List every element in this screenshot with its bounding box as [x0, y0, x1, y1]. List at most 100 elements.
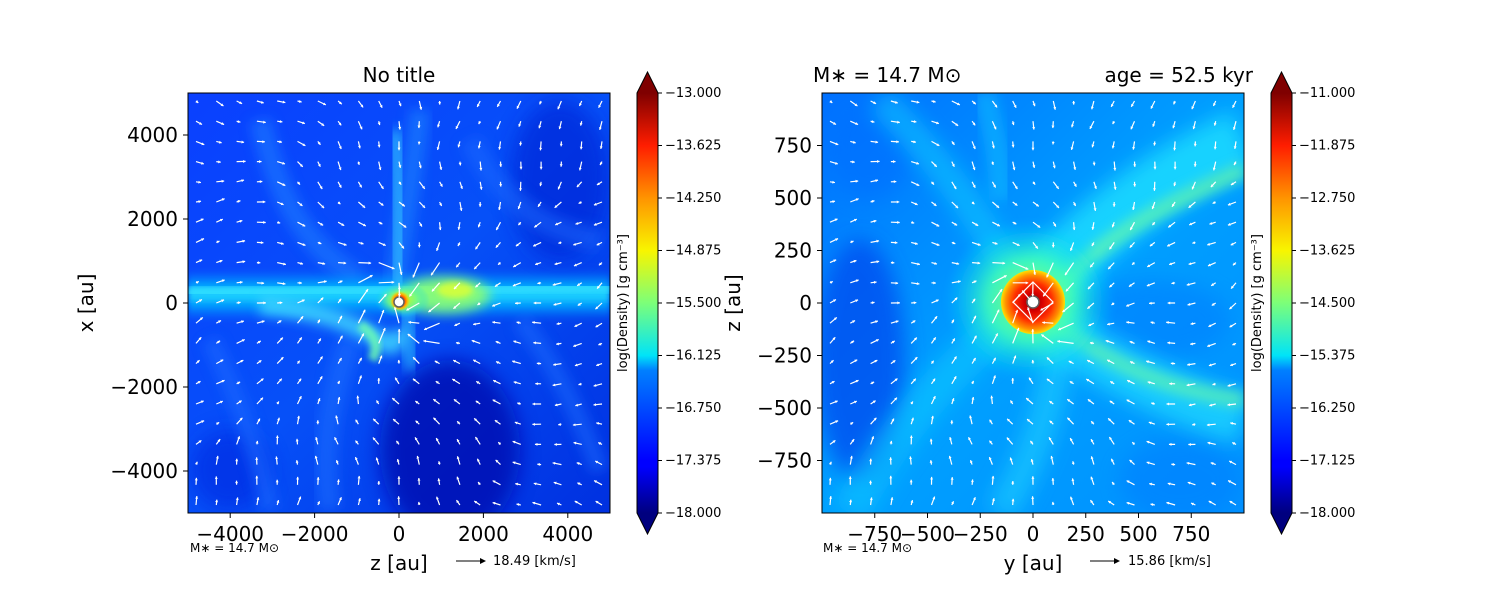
velocity-arrow-head	[1232, 127, 1236, 130]
velocity-arrow-head	[416, 455, 420, 459]
velocity-arrow-head	[300, 261, 304, 265]
velocity-arrow-head	[893, 180, 897, 184]
right-colorbar-min-extension	[1271, 513, 1292, 534]
velocity-arrow-head	[419, 106, 423, 110]
velocity-arrow-head	[894, 100, 898, 104]
velocity-arrow-head	[972, 167, 976, 171]
velocity-arrow-head	[372, 437, 376, 441]
left-axis-ticks: −4000 −2000 0 2000 4000 4000 2000 0 −2000 −4000	[110, 123, 593, 546]
velocity-arrow-head	[278, 320, 282, 324]
velocity-arrow-head	[316, 420, 320, 423]
velocity-arrow-head	[596, 182, 600, 186]
velocity-arrow-head	[832, 200, 836, 204]
velocity-arrow-head	[401, 203, 405, 207]
velocity-arrow-head	[477, 302, 481, 305]
velocity-arrow-head	[1148, 421, 1152, 425]
velocity-arrow-head	[578, 167, 582, 171]
velocity-arrow-head	[519, 142, 523, 146]
right-ytick-label: −500	[757, 396, 812, 420]
velocity-arrow	[423, 322, 440, 331]
velocity-arrow-head	[492, 303, 496, 307]
velocity-arrow-head	[360, 241, 364, 245]
velocity-arrow-head	[318, 241, 322, 245]
velocity-arrow-head	[1091, 227, 1095, 230]
velocity-arrow-head	[1006, 437, 1010, 441]
velocity-arrow-head	[359, 357, 362, 361]
velocity-arrow-head	[1051, 244, 1055, 248]
velocity-arrow-head	[909, 456, 913, 460]
velocity-arrow-head	[457, 144, 461, 148]
velocity-arrow-head	[576, 184, 580, 188]
velocity-arrow-head	[1067, 399, 1071, 402]
velocity-arrow-head	[1087, 286, 1091, 290]
velocity-arrow-head	[1107, 359, 1111, 363]
velocity-arrow-head	[894, 241, 898, 245]
velocity-arrow-head	[399, 272, 403, 275]
left-mass-label: M∗ = 14.7 M⊙	[190, 541, 279, 555]
velocity-arrow-head	[412, 378, 416, 382]
velocity-arrow-head	[262, 200, 266, 204]
velocity-arrow-head	[494, 420, 498, 423]
velocity-arrow-head	[220, 103, 224, 107]
velocity-arrow-head	[496, 126, 500, 130]
velocity-arrow-head	[1128, 283, 1132, 287]
velocity-arrow-head	[1210, 462, 1214, 465]
left-ylabel: x [au]	[74, 274, 98, 333]
velocity-arrow-head	[552, 383, 556, 387]
velocity-arrow-head	[1073, 167, 1077, 170]
velocity-arrow-head	[495, 459, 499, 463]
velocity-arrow-head	[241, 179, 245, 183]
velocity-arrow-head	[341, 223, 345, 226]
right-colorbar-tick-label: −11.875	[1299, 139, 1355, 154]
velocity-arrow-head	[1147, 264, 1151, 267]
right-ytick-label: 0	[799, 291, 812, 315]
velocity-arrow-head	[262, 140, 265, 144]
velocity-arrow-head	[895, 281, 899, 285]
velocity-arrow-head	[1003, 275, 1007, 278]
velocity-arrow-head	[298, 378, 302, 382]
right-velocity-key-label: 15.86 [km/s]	[1128, 554, 1211, 569]
velocity-arrow-head	[1186, 461, 1190, 465]
velocity-arrow-head	[221, 198, 225, 201]
velocity-arrow-head	[381, 309, 385, 313]
velocity-arrow-head	[319, 376, 323, 380]
velocity-arrow-head	[1173, 101, 1176, 105]
velocity-arrow	[991, 309, 1000, 324]
velocity-arrow-head	[1051, 141, 1055, 145]
velocity-arrow-head	[1022, 290, 1025, 294]
velocity-arrow-head	[1191, 106, 1195, 110]
velocity-arrow-head	[1017, 294, 1021, 297]
velocity-arrow-head	[929, 438, 933, 442]
velocity-arrow-head	[852, 140, 856, 144]
velocity-arrow-head	[558, 422, 561, 426]
velocity-arrow-head	[436, 438, 439, 441]
left-xtick-label: −2000	[281, 522, 349, 546]
left-title: No title	[363, 63, 436, 87]
velocity-arrow-head	[235, 497, 239, 501]
velocity-arrow-head	[1011, 498, 1015, 502]
velocity-arrow-head	[891, 340, 895, 344]
velocity-arrow-head	[282, 100, 286, 104]
velocity-arrow-head	[473, 359, 477, 363]
velocity-arrow-head	[335, 415, 339, 419]
velocity-arrow-head	[1129, 459, 1133, 463]
velocity-arrow-head	[393, 307, 397, 310]
velocity-arrow-head	[478, 121, 482, 125]
velocity-arrow-head	[956, 102, 960, 106]
velocity-arrow-head	[1232, 342, 1236, 346]
left-colorbar-tick-label: −16.750	[665, 401, 721, 416]
velocity-arrow-head	[871, 301, 875, 305]
velocity-arrow-head	[439, 203, 442, 207]
left-ytick-label: −2000	[110, 375, 178, 399]
velocity-arrow-head	[239, 219, 243, 223]
velocity-arrow-head	[1187, 363, 1190, 367]
velocity-arrow-head	[194, 477, 198, 481]
velocity-arrow-head	[382, 243, 386, 246]
velocity-arrow-head	[973, 335, 977, 339]
velocity-arrow-head	[912, 320, 916, 324]
velocity-arrow-head	[931, 181, 934, 185]
velocity-arrow-head	[453, 359, 457, 363]
velocity-arrow-head	[934, 316, 938, 320]
velocity-arrow-head	[475, 400, 479, 404]
velocity-arrow-head	[1049, 420, 1053, 424]
